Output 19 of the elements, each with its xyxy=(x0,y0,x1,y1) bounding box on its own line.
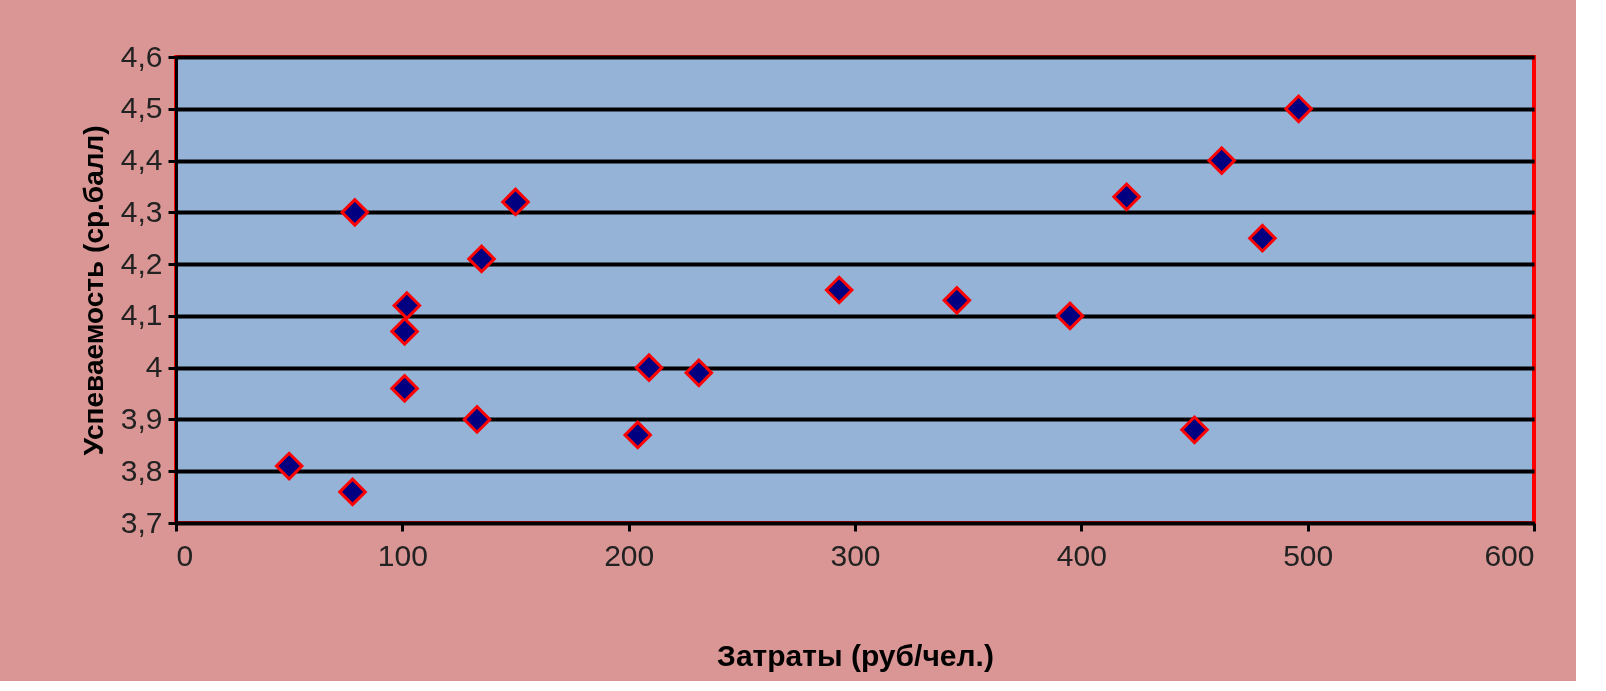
y-tick-label: 4,1 xyxy=(120,298,163,332)
x-tick-label: 300 xyxy=(830,538,881,572)
y-tick-label: 4,5 xyxy=(120,91,163,125)
y-tick-label: 3,7 xyxy=(120,505,163,539)
x-tick-label: 500 xyxy=(1283,538,1334,572)
x-axis-title: Затраты (руб/чел.) xyxy=(717,638,994,672)
y-tick-label: 4,3 xyxy=(120,194,163,228)
y-tick-label: 3,8 xyxy=(120,453,163,487)
y-tick-label: 3,9 xyxy=(120,401,163,435)
y-tick-label: 4,6 xyxy=(120,39,163,73)
x-tick-label: 200 xyxy=(604,538,655,572)
y-tick-label: 4,2 xyxy=(120,246,163,280)
y-axis-title: Успеваемость (ср.балл) xyxy=(77,125,109,456)
x-tick-label: 600 xyxy=(1484,538,1535,572)
x-tick-label: 100 xyxy=(377,538,428,572)
y-tick-label: 4,4 xyxy=(120,143,163,177)
x-tick-label: 400 xyxy=(1056,538,1107,572)
y-tick-label: 4 xyxy=(145,350,163,384)
x-tick-label: 0 xyxy=(176,538,194,572)
